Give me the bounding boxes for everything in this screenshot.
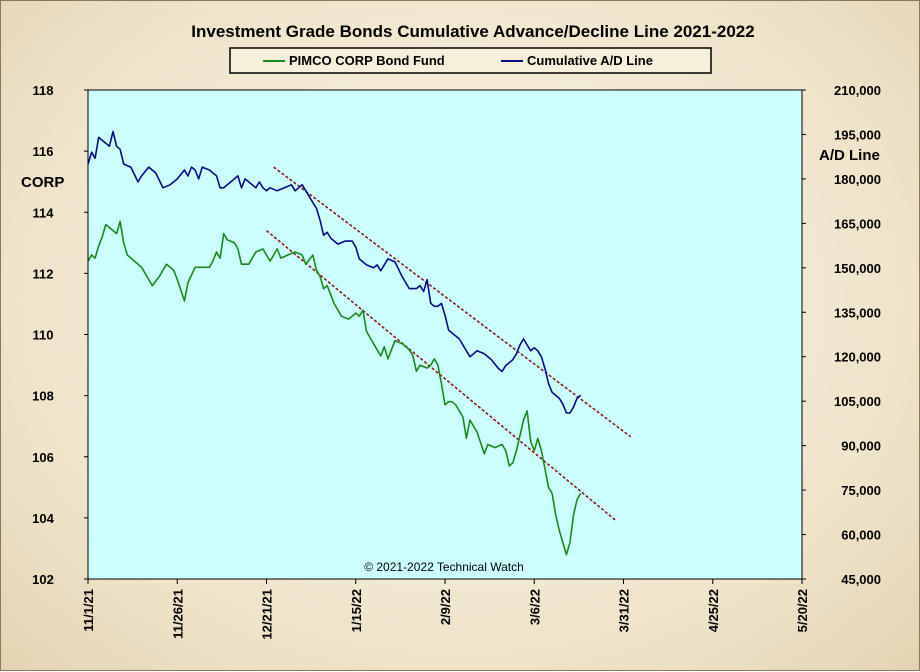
- trendline-left: [265, 229, 617, 522]
- y-left-tick-label: 108: [32, 389, 54, 404]
- x-tick-label: 5/20/22: [795, 589, 810, 632]
- series-lines: [87, 130, 582, 556]
- y-right-tick-label: 90,000: [841, 439, 881, 454]
- series-line-pimco-corp-bond-fund: [87, 220, 582, 556]
- y-right-axis-label: A/D Line: [819, 147, 880, 164]
- y-left-tick-label: 118: [33, 83, 54, 98]
- y-right-tick-label: 210,000: [834, 83, 881, 98]
- y-right-tick-label: 195,000: [834, 127, 881, 142]
- plot-area: [88, 90, 802, 579]
- legend: PIMCO CORP Bond Fund Cumulative A/D Line: [229, 47, 712, 74]
- x-tick-label: 11/26/21: [170, 589, 185, 639]
- y-left-tick-label: 104: [32, 511, 54, 526]
- x-tick-label: 4/25/22: [706, 589, 721, 632]
- y-left-tick-label: 106: [32, 450, 54, 465]
- axis-ticks: 102 104 106 108 110 112 114 116 118 45,000 60,000 7…: [32, 83, 881, 640]
- y-left-tick-label: 112: [33, 266, 54, 281]
- y-left-tick-label: 114: [33, 205, 55, 220]
- x-tick-label: 1/15/22: [349, 589, 364, 632]
- y-right-tick-label: 135,000: [834, 305, 881, 320]
- y-left-tick-label: 116: [33, 144, 54, 159]
- x-tick-label: 2/9/22: [438, 589, 453, 625]
- y-right-tick-label: 165,000: [834, 216, 881, 231]
- trendlines: [265, 166, 632, 522]
- y-right-tick-label: 180,000: [834, 172, 881, 187]
- y-right-tick-label: 45,000: [841, 572, 881, 587]
- trendline-right: [273, 166, 632, 438]
- legend-label-ad-line: Cumulative A/D Line: [527, 53, 653, 68]
- x-tick-label: 11/1/21: [81, 589, 96, 632]
- x-tick-label: 3/6/22: [527, 589, 542, 625]
- y-left-tick-label: 110: [33, 328, 54, 343]
- y-right-tick-label: 60,000: [841, 528, 881, 543]
- y-right-tick-label: 105,000: [834, 394, 881, 409]
- y-right-tick-label: 120,000: [834, 350, 881, 365]
- legend-box: [229, 47, 712, 74]
- copyright-credit: © 2021-2022 Technical Watch: [364, 560, 524, 574]
- chart-title: Investment Grade Bonds Cumulative Advanc…: [191, 22, 754, 41]
- y-right-tick-label: 75,000: [841, 483, 881, 498]
- x-tick-label: 12/21/21: [260, 589, 275, 640]
- y-left-tick-label: 102: [32, 572, 54, 587]
- y-right-tick-label: 150,000: [834, 261, 881, 276]
- y-left-axis-label: CORP: [21, 174, 64, 191]
- legend-label-pimco: PIMCO CORP Bond Fund: [289, 53, 445, 68]
- series-line-cumulative-a-d-line: [87, 130, 582, 414]
- x-tick-label: 3/31/22: [617, 589, 632, 632]
